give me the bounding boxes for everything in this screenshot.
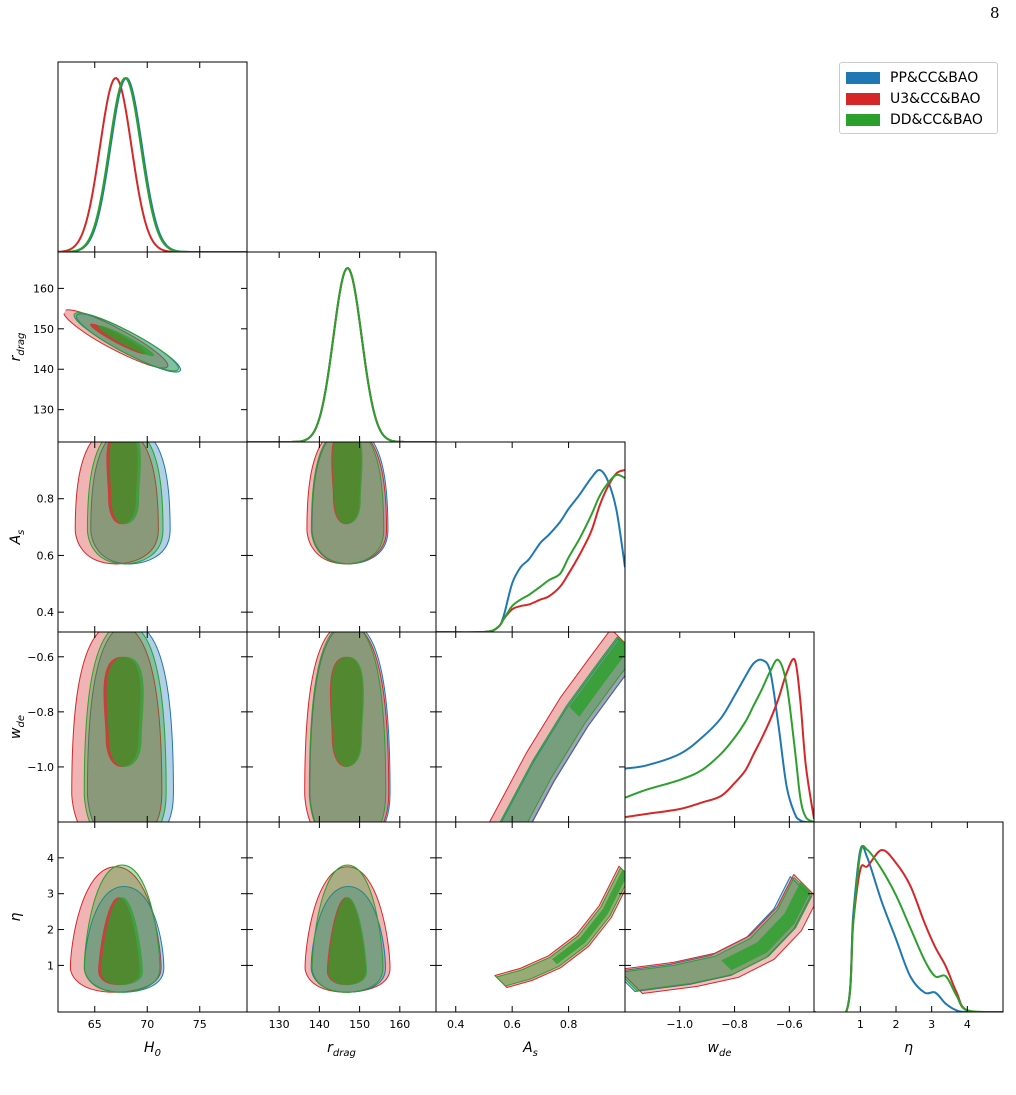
- page-number: 8: [990, 4, 1000, 22]
- legend-label-dd: DD&CC&BAO: [890, 111, 983, 128]
- legend-swatch-pp: [846, 71, 880, 84]
- y-tick-label-eta: 3: [47, 888, 54, 901]
- contour-rdrag-wde-68-1: [331, 656, 364, 767]
- marginal-H0-series-2: [58, 77, 247, 252]
- marginal-eta-series-2: [814, 845, 1003, 1012]
- y-tick-label-r_drag: 160: [33, 282, 54, 295]
- x-tick-label-eta: 2: [893, 1018, 900, 1031]
- x-tick-label-w_de: −0.6: [776, 1018, 803, 1031]
- marginal-w_de-series-2: [625, 658, 814, 822]
- band-as-eta-95-u3: [494, 865, 625, 989]
- y-tick-label-w_de: −0.6: [27, 651, 54, 664]
- y-tick-label-eta: 1: [47, 959, 54, 972]
- x-tick-label-w_de: −0.8: [721, 1018, 748, 1031]
- contour-h0-rdrag-68-1: [98, 325, 155, 357]
- x-axis-label-as: As: [522, 1040, 538, 1059]
- panel-frame-eta-eta: [813, 821, 1004, 1013]
- y-tick-label-r_drag: 140: [33, 363, 54, 376]
- x-axis-label-rdrag: rdrag: [327, 1040, 356, 1059]
- y-tick-label-A_s: 0.8: [37, 493, 55, 506]
- marginal-A_s-series-0: [436, 468, 625, 632]
- marginal-A_s-series-1: [436, 469, 625, 632]
- y-axis-label-wde: wde: [8, 715, 27, 739]
- marginal-r_drag-series-2: [247, 266, 436, 442]
- contour-h0-eta-68-1: [101, 897, 143, 986]
- y-axis-label-as: As: [8, 530, 27, 546]
- legend-label-pp: PP&CC&BAO: [890, 69, 979, 86]
- band-as-eta-95-dd: [495, 867, 625, 987]
- y-tick-label-A_s: 0.6: [37, 549, 55, 562]
- x-tick-label-H0: 70: [140, 1018, 154, 1031]
- y-tick-label-w_de: −0.8: [27, 706, 54, 719]
- x-axis-label-wde: wde: [708, 1040, 732, 1059]
- panel-frame-w_de-w_de: [624, 631, 815, 823]
- contour-h0-as-68-1: [109, 442, 141, 525]
- contour-h0-wde-68-1: [106, 656, 144, 767]
- marginal-A_s-series-2: [436, 473, 625, 632]
- x-tick-label-eta: 1: [857, 1018, 864, 1031]
- marginal-r_drag-series-0: [247, 266, 436, 442]
- y-tick-label-r_drag: 150: [33, 323, 54, 336]
- legend: PP&CC&BAO U3&CC&BAO DD&CC&BAO: [839, 62, 998, 134]
- x-tick-label-r_drag: 140: [309, 1018, 330, 1031]
- marginal-w_de-series-1: [625, 657, 814, 819]
- x-tick-label-r_drag: 160: [389, 1018, 410, 1031]
- marginal-w_de-series-0: [625, 658, 814, 822]
- x-tick-label-H0: 75: [193, 1018, 207, 1031]
- legend-swatch-u3: [846, 92, 880, 105]
- x-tick-label-r_drag: 150: [349, 1018, 370, 1031]
- marginal-H0-series-0: [58, 77, 247, 252]
- x-tick-label-eta: 3: [928, 1018, 935, 1031]
- marginal-H0-series-1: [58, 77, 247, 252]
- x-tick-label-r_drag: 130: [269, 1018, 290, 1031]
- marginal-r_drag-series-1: [247, 266, 436, 442]
- legend-item-pp: PP&CC&BAO: [846, 67, 991, 88]
- x-tick-label-w_de: −1.0: [666, 1018, 693, 1031]
- marginal-eta-series-1: [814, 849, 1003, 1012]
- x-axis-label-h0: H0: [144, 1040, 161, 1059]
- band-wde-eta-95-u3: [625, 874, 814, 995]
- y-tick-label-r_drag: 130: [33, 404, 54, 417]
- y-axis-label-rdrag: rdrag: [8, 333, 27, 362]
- contour-rdrag-as-68-1: [332, 442, 363, 525]
- band-wde-eta-68-dd: [721, 881, 811, 971]
- x-tick-label-A_s: 0.8: [560, 1018, 578, 1031]
- y-axis-label-eta: η: [8, 912, 24, 921]
- x-axis-label-eta: η: [904, 1040, 913, 1056]
- x-tick-label-H0: 65: [88, 1018, 102, 1031]
- band-as-wde-68-dd: [569, 638, 625, 717]
- x-tick-label-eta: 4: [964, 1018, 971, 1031]
- y-tick-label-eta: 2: [47, 924, 54, 937]
- y-tick-label-eta: 4: [47, 852, 54, 865]
- y-tick-label-A_s: 0.4: [37, 606, 55, 619]
- legend-label-u3: U3&CC&BAO: [890, 90, 981, 107]
- contour-rdrag-eta-68-1: [328, 897, 367, 986]
- legend-item-dd: DD&CC&BAO: [846, 109, 991, 130]
- band-as-eta-68-dd: [551, 869, 625, 965]
- marginal-eta-series-0: [814, 845, 1003, 1012]
- x-tick-label-A_s: 0.4: [447, 1018, 465, 1031]
- y-tick-label-w_de: −1.0: [27, 761, 54, 774]
- x-tick-label-A_s: 0.6: [503, 1018, 521, 1031]
- legend-swatch-dd: [846, 113, 880, 126]
- legend-item-u3: U3&CC&BAO: [846, 88, 991, 109]
